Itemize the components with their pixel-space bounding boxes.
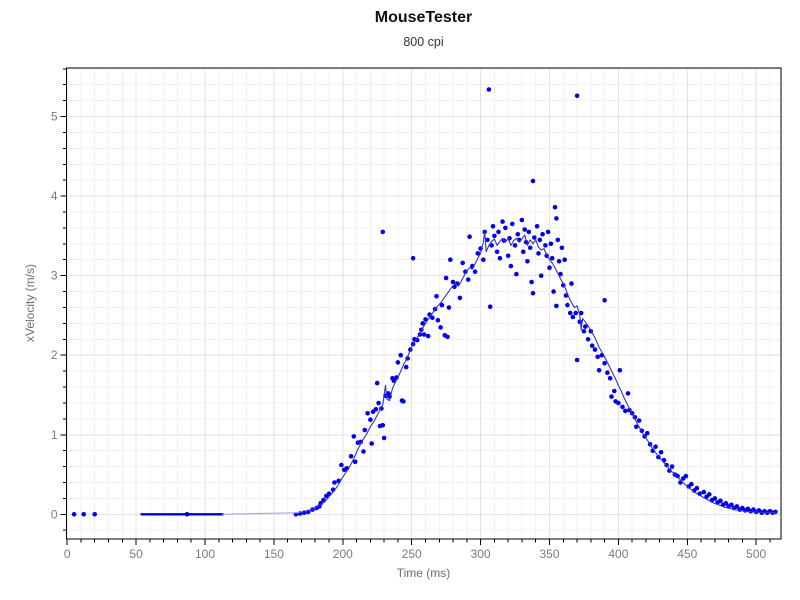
svg-text:100: 100 <box>195 547 215 561</box>
interpolated-idle-segment <box>222 512 300 515</box>
svg-text:150: 150 <box>264 547 284 561</box>
x-axis-label: Time (ms) <box>396 566 451 580</box>
svg-text:5: 5 <box>51 110 58 124</box>
x-tick-labels: 0 50 100 150 200 250 300 350 400 450 500 <box>64 547 767 561</box>
xvelocity-smoothed-line- <box>298 230 778 514</box>
y-tick-labels: 0 1 2 3 4 5 <box>51 110 58 522</box>
chart-title: MouseTester <box>374 9 473 26</box>
svg-text:50: 50 <box>129 547 143 561</box>
svg-text:2: 2 <box>51 348 58 362</box>
plot-frame <box>66 67 782 540</box>
svg-text:1: 1 <box>51 428 58 442</box>
svg-text:500: 500 <box>746 547 766 561</box>
svg-text:4: 4 <box>51 189 58 203</box>
svg-text:0: 0 <box>51 507 58 521</box>
svg-text:0: 0 <box>64 547 71 561</box>
svg-text:300: 300 <box>471 547 491 561</box>
svg-text:3: 3 <box>51 269 58 283</box>
grid-lines <box>66 68 781 539</box>
svg-text:250: 250 <box>402 547 422 561</box>
svg-text:400: 400 <box>608 547 628 561</box>
chart-subtitle: 800 cpi <box>403 35 444 49</box>
axis-ticks <box>60 68 771 545</box>
svg-text:450: 450 <box>677 547 697 561</box>
y-axis-label: xVelocity (m/s) <box>23 263 37 343</box>
svg-text:350: 350 <box>539 547 559 561</box>
svg-text:200: 200 <box>333 547 353 561</box>
